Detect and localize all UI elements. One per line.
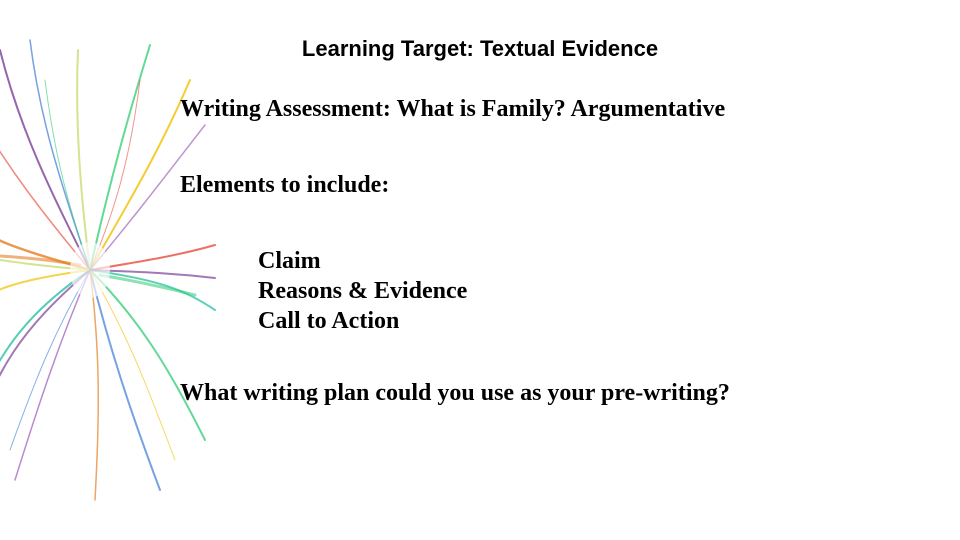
list-item: Reasons & Evidence: [258, 276, 467, 306]
slide-title: Learning Target: Textual Evidence: [0, 36, 960, 62]
decorative-swirl-art: [0, 10, 220, 530]
assessment-heading: Writing Assessment: What is Family? Argu…: [180, 96, 725, 123]
prewriting-question: What writing plan could you use as your …: [180, 380, 730, 407]
slide: Learning Target: Textual Evidence Writin…: [0, 0, 960, 540]
list-item: Call to Action: [258, 306, 467, 336]
list-item: Claim: [258, 246, 467, 276]
elements-list: Claim Reasons & Evidence Call to Action: [258, 246, 467, 336]
elements-label: Elements to include:: [180, 172, 389, 199]
